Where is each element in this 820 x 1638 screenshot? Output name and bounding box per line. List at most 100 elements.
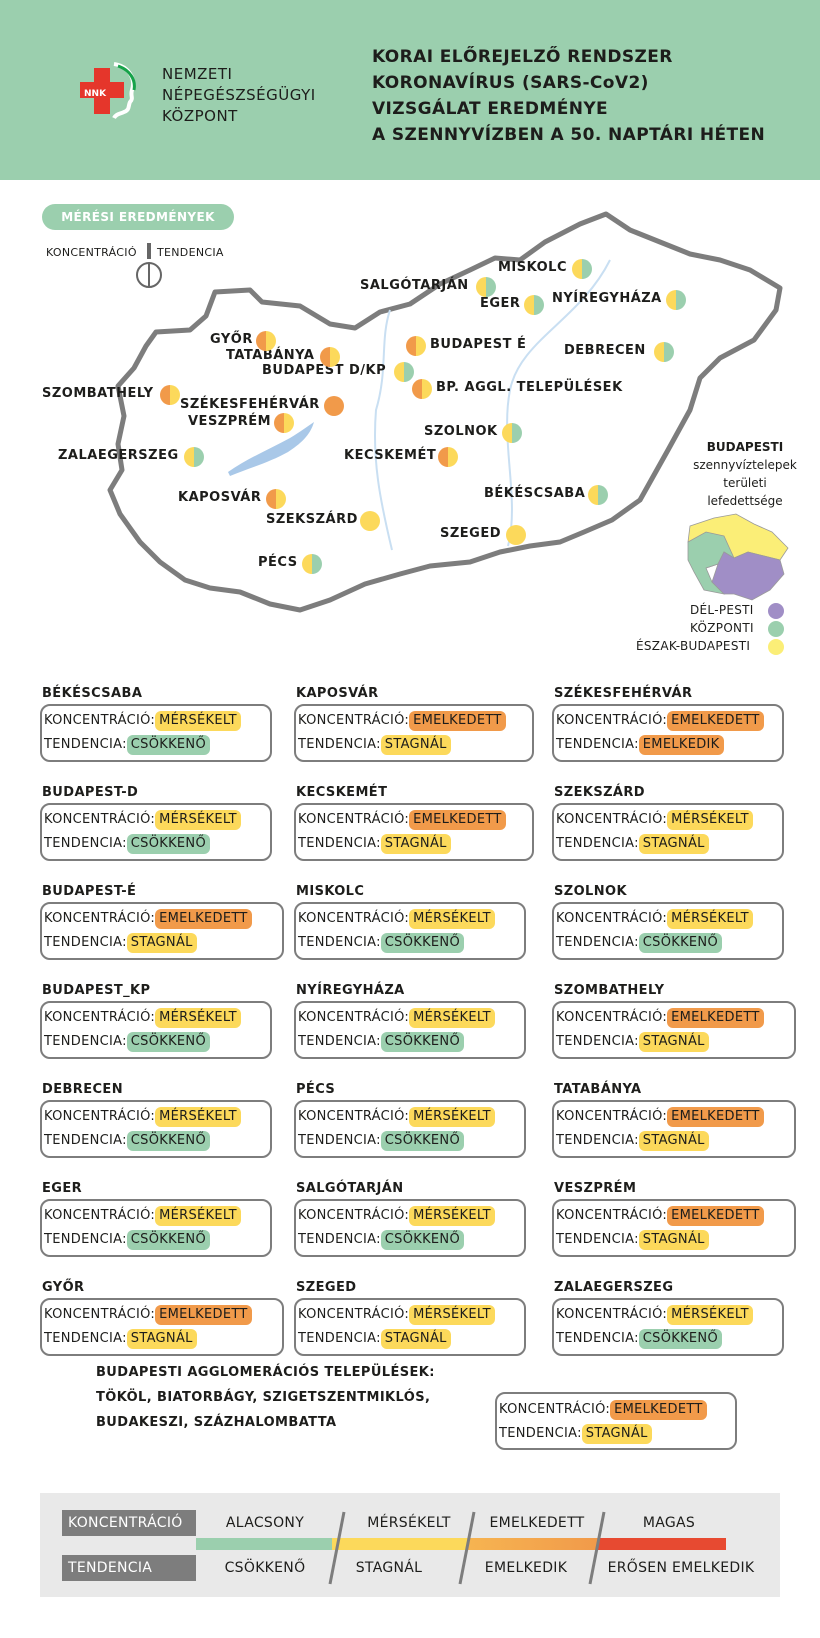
city-dot-pecs [302,554,322,574]
city-card-name: BÉKÉSCSABA [42,686,143,701]
concentration-row: KONCENTRÁCIÓ: EMELKEDETT [298,810,506,830]
trend-value: STAGNÁL [581,1424,652,1444]
river-tisza [506,259,611,547]
trend-label: TENDENCIA: [298,737,381,752]
concentration-row: KONCENTRÁCIÓ: MÉRSÉKELT [44,1107,241,1127]
city-card-name: SZÉKESFEHÉRVÁR [554,686,693,701]
trend-value: STAGNÁL [126,933,197,953]
city-card-name: KAPOSVÁR [296,686,379,701]
city-card-box: KONCENTRÁCIÓ: MÉRSÉKELT TENDENCIA: CSÖKKENŐ [552,902,784,960]
concentration-value: EMELKEDETT [667,711,764,731]
trend-label: TENDENCIA: [298,935,381,950]
concentration-row: KONCENTRÁCIÓ: MÉRSÉKELT [44,810,241,830]
logo-text: NNK [84,89,107,99]
trend-row: TENDENCIA: STAGNÁL [298,735,451,755]
city-dot-bp-aggl [412,379,432,399]
city-label-szekesfehervar: SZÉKESFEHÉRVÁR [180,397,320,412]
concentration-label: KONCENTRÁCIÓ: [44,1010,156,1025]
city-card-box: KONCENTRÁCIÓ: MÉRSÉKELT TENDENCIA: STAGNÁL [294,1298,526,1356]
nnk-logo-icon: NNK [80,62,136,120]
trend-label: TENDENCIA: [44,1331,127,1346]
trend-label: TENDENCIA: [44,935,127,950]
trend-row: TENDENCIA: STAGNÁL [44,933,197,953]
city-label-szekszard: SZEKSZÁRD [266,512,358,527]
trend-label: TENDENCIA: [298,1133,381,1148]
concentration-value: MÉRSÉKELT [409,1008,495,1028]
city-label-szolnok: SZOLNOK [424,424,498,439]
trend-label: TENDENCIA: [556,836,639,851]
concentration-label: KONCENTRÁCIÓ: [298,1307,410,1322]
trend-label: TENDENCIA: [298,836,381,851]
concentration-value: EMELKEDETT [409,711,506,731]
trend-row: TENDENCIA: CSÖKKENŐ [298,1230,464,1250]
trend-value: CSÖKKENŐ [638,1329,722,1349]
inset-legend-kozponti: KÖZPONTI [690,621,754,635]
scale-segment-magas [598,1538,726,1550]
city-label-zalaegerszeg: ZALAEGERSZEG [58,448,179,463]
concentration-row: KONCENTRÁCIÓ: MÉRSÉKELT [298,1305,495,1325]
trend-value: CSÖKKENŐ [380,1230,464,1250]
hungary-map [107,211,783,613]
city-card-name: BUDAPEST_KP [42,983,151,998]
hungary-border [107,211,783,613]
city-card-name: BUDAPEST-É [42,884,137,899]
concentration-value: MÉRSÉKELT [155,1206,241,1226]
level-csokkeno: CSÖKKENŐ [224,1560,306,1576]
city-card-box: KONCENTRÁCIÓ: EMELKEDETT TENDENCIA: STAGNÁL [294,704,534,762]
city-label-kaposvar: KAPOSVÁR [178,490,262,505]
city-label-budapest-e: BUDAPEST É [430,337,527,352]
key-split-circle-icon [136,262,162,288]
concentration-value: EMELKEDETT [155,1305,252,1325]
trend-value: STAGNÁL [638,1032,709,1052]
trend-row: TENDENCIA: CSÖKKENŐ [44,735,210,755]
concentration-value: MÉRSÉKELT [409,909,495,929]
city-card-name: MISKOLC [296,884,365,899]
trend-label: TENDENCIA: [499,1426,582,1441]
trend-row: TENDENCIA: STAGNÁL [556,834,709,854]
city-dot-szombathely [160,385,180,405]
city-card-name: DEBRECEN [42,1082,123,1097]
trend-value: CSÖKKENŐ [380,1131,464,1151]
city-dot-budapest-dkp [394,362,414,382]
level-stagnal: STAGNÁL [355,1560,423,1576]
scale-segment-mersekelt [332,1538,468,1550]
concentration-row: KONCENTRÁCIÓ: MÉRSÉKELT [556,810,753,830]
city-dot-gyor [256,331,276,351]
concentration-label: KONCENTRÁCIÓ: [44,812,156,827]
concentration-row: KONCENTRÁCIÓ: EMELKEDETT [556,1206,764,1226]
title-line: KORAI ELŐREJELZŐ RENDSZER [372,47,673,67]
concentration-row: KONCENTRÁCIÓ: MÉRSÉKELT [298,1107,495,1127]
trend-row: TENDENCIA: STAGNÁL [556,1230,709,1250]
city-dot-bekescsaba [588,485,608,505]
trend-value: CSÖKKENŐ [126,1032,210,1052]
city-dot-salgotarjan [476,277,496,297]
trend-value: EMELKEDIK [638,735,724,755]
city-card-box: KONCENTRÁCIÓ: MÉRSÉKELT TENDENCIA: CSÖKKENŐ [294,902,526,960]
trend-value: STAGNÁL [638,834,709,854]
concentration-row: KONCENTRÁCIÓ: EMELKEDETT [556,1008,764,1028]
trend-value: CSÖKKENŐ [638,933,722,953]
concentration-value: MÉRSÉKELT [667,909,753,929]
concentration-value: MÉRSÉKELT [667,1305,753,1325]
concentration-label: KONCENTRÁCIÓ: [298,1208,410,1223]
concentration-row: KONCENTRÁCIÓ: MÉRSÉKELT [298,1008,495,1028]
title-line: KORONAVÍRUS (SARS-CoV2) [372,73,649,93]
city-card-name: PÉCS [296,1082,336,1097]
city-card-box: KONCENTRÁCIÓ: EMELKEDETT TENDENCIA: STAGNÁL [552,1001,796,1059]
city-dot-szeged [506,525,526,545]
trend-label: TENDENCIA: [556,1331,639,1346]
city-dot-eger [524,295,544,315]
city-dot-szekszard [360,511,380,531]
city-card-box: KONCENTRÁCIÓ: MÉRSÉKELT TENDENCIA: STAGNÁL [552,803,784,861]
city-card-box: KONCENTRÁCIÓ: MÉRSÉKELT TENDENCIA: CSÖKKENŐ [552,1298,784,1356]
concentration-label: KONCENTRÁCIÓ: [44,911,156,926]
scale-segment-alacsony [196,1538,332,1550]
city-card-box: KONCENTRÁCIÓ: EMELKEDETT TENDENCIA: STAGNÁL [552,1199,796,1257]
city-card-name: SZOMBATHELY [554,983,665,998]
org-line: NÉPEGÉSZSÉGÜGYI [162,86,316,104]
concentration-row: KONCENTRÁCIÓ: EMELKEDETT [44,909,252,929]
city-card-box: KONCENTRÁCIÓ: EMELKEDETT TENDENCIA: STAGNÁL [40,1298,284,1356]
concentration-value: EMELKEDETT [667,1107,764,1127]
concentration-value: MÉRSÉKELT [155,810,241,830]
city-label-pecs: PÉCS [258,555,298,570]
